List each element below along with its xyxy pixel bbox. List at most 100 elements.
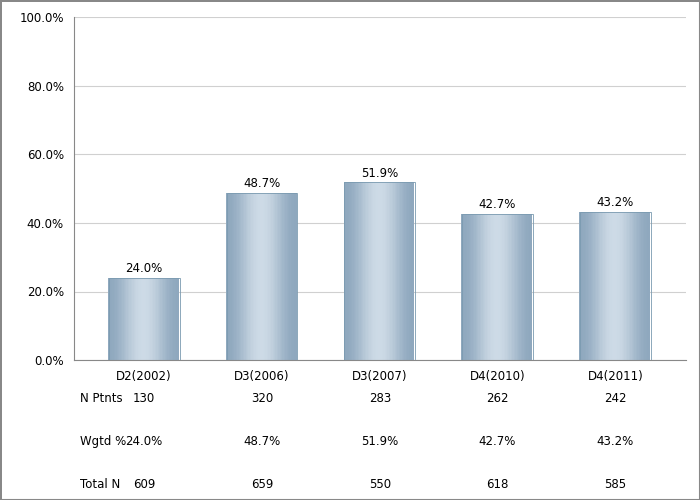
Bar bbox=[470, 214, 471, 360]
Bar bbox=[135, 278, 136, 360]
Bar bbox=[274, 193, 275, 360]
Text: 43.2%: 43.2% bbox=[596, 196, 634, 209]
Bar bbox=[169, 278, 170, 360]
Bar bbox=[466, 214, 467, 360]
Text: 24.0%: 24.0% bbox=[125, 435, 163, 448]
Bar bbox=[481, 214, 483, 360]
Bar bbox=[598, 212, 599, 360]
Bar bbox=[240, 193, 241, 360]
Bar bbox=[344, 182, 415, 360]
Bar bbox=[369, 182, 370, 360]
Bar bbox=[389, 182, 391, 360]
Bar bbox=[234, 193, 236, 360]
Bar bbox=[239, 193, 240, 360]
Bar bbox=[641, 212, 643, 360]
Bar bbox=[589, 212, 591, 360]
Bar bbox=[362, 182, 363, 360]
Text: 283: 283 bbox=[369, 392, 391, 405]
Bar bbox=[241, 193, 243, 360]
Bar bbox=[627, 212, 629, 360]
Bar bbox=[108, 278, 110, 360]
Bar bbox=[595, 212, 596, 360]
Bar bbox=[594, 212, 595, 360]
Bar bbox=[360, 182, 362, 360]
Bar bbox=[125, 278, 127, 360]
Bar bbox=[284, 193, 286, 360]
Bar bbox=[279, 193, 281, 360]
Bar bbox=[462, 214, 533, 360]
Bar bbox=[366, 182, 368, 360]
Bar bbox=[174, 278, 176, 360]
Bar bbox=[515, 214, 517, 360]
Bar bbox=[282, 193, 284, 360]
Bar bbox=[294, 193, 295, 360]
Bar bbox=[500, 214, 501, 360]
Bar bbox=[170, 278, 172, 360]
Bar bbox=[392, 182, 393, 360]
Bar bbox=[518, 214, 519, 360]
Bar bbox=[260, 193, 261, 360]
Bar bbox=[113, 278, 116, 360]
Bar bbox=[624, 212, 626, 360]
Bar bbox=[487, 214, 489, 360]
Bar bbox=[290, 193, 291, 360]
Bar bbox=[591, 212, 592, 360]
Bar bbox=[247, 193, 248, 360]
Bar bbox=[384, 182, 386, 360]
Bar bbox=[108, 278, 179, 360]
Bar bbox=[355, 182, 356, 360]
Bar bbox=[474, 214, 476, 360]
Text: 43.2%: 43.2% bbox=[596, 435, 634, 448]
Bar bbox=[612, 212, 613, 360]
Text: 242: 242 bbox=[604, 392, 626, 405]
Bar bbox=[351, 182, 352, 360]
Text: 42.7%: 42.7% bbox=[479, 435, 516, 448]
Bar bbox=[490, 214, 491, 360]
Bar bbox=[365, 182, 366, 360]
Bar bbox=[403, 182, 405, 360]
Text: 51.9%: 51.9% bbox=[361, 435, 398, 448]
Bar bbox=[519, 214, 521, 360]
Bar bbox=[491, 214, 493, 360]
Bar bbox=[176, 278, 177, 360]
Bar bbox=[406, 182, 407, 360]
Bar bbox=[131, 278, 132, 360]
Bar bbox=[258, 193, 260, 360]
Bar bbox=[246, 193, 247, 360]
Bar bbox=[629, 212, 630, 360]
Bar bbox=[580, 212, 651, 360]
Bar bbox=[130, 278, 131, 360]
Bar bbox=[609, 212, 610, 360]
Bar bbox=[164, 278, 166, 360]
Bar bbox=[144, 278, 145, 360]
Bar bbox=[117, 278, 118, 360]
Bar bbox=[173, 278, 174, 360]
Bar bbox=[145, 278, 146, 360]
Bar bbox=[293, 193, 294, 360]
Bar bbox=[638, 212, 640, 360]
Bar bbox=[257, 193, 258, 360]
Bar bbox=[160, 278, 162, 360]
Bar bbox=[579, 212, 581, 360]
Text: 130: 130 bbox=[133, 392, 155, 405]
Bar bbox=[582, 212, 584, 360]
Bar bbox=[645, 212, 648, 360]
Bar bbox=[522, 214, 524, 360]
Bar bbox=[227, 193, 298, 360]
Bar bbox=[616, 212, 617, 360]
Bar bbox=[111, 278, 113, 360]
Bar bbox=[118, 278, 120, 360]
Bar bbox=[475, 214, 477, 360]
Text: 618: 618 bbox=[486, 478, 509, 491]
Bar bbox=[525, 214, 526, 360]
Bar bbox=[124, 278, 125, 360]
Bar bbox=[461, 214, 463, 360]
Bar bbox=[359, 182, 360, 360]
Bar bbox=[230, 193, 232, 360]
Bar bbox=[158, 278, 159, 360]
Bar bbox=[346, 182, 348, 360]
Bar bbox=[510, 214, 511, 360]
Bar bbox=[508, 214, 510, 360]
Text: Wgtd %: Wgtd % bbox=[80, 435, 126, 448]
Bar bbox=[398, 182, 399, 360]
